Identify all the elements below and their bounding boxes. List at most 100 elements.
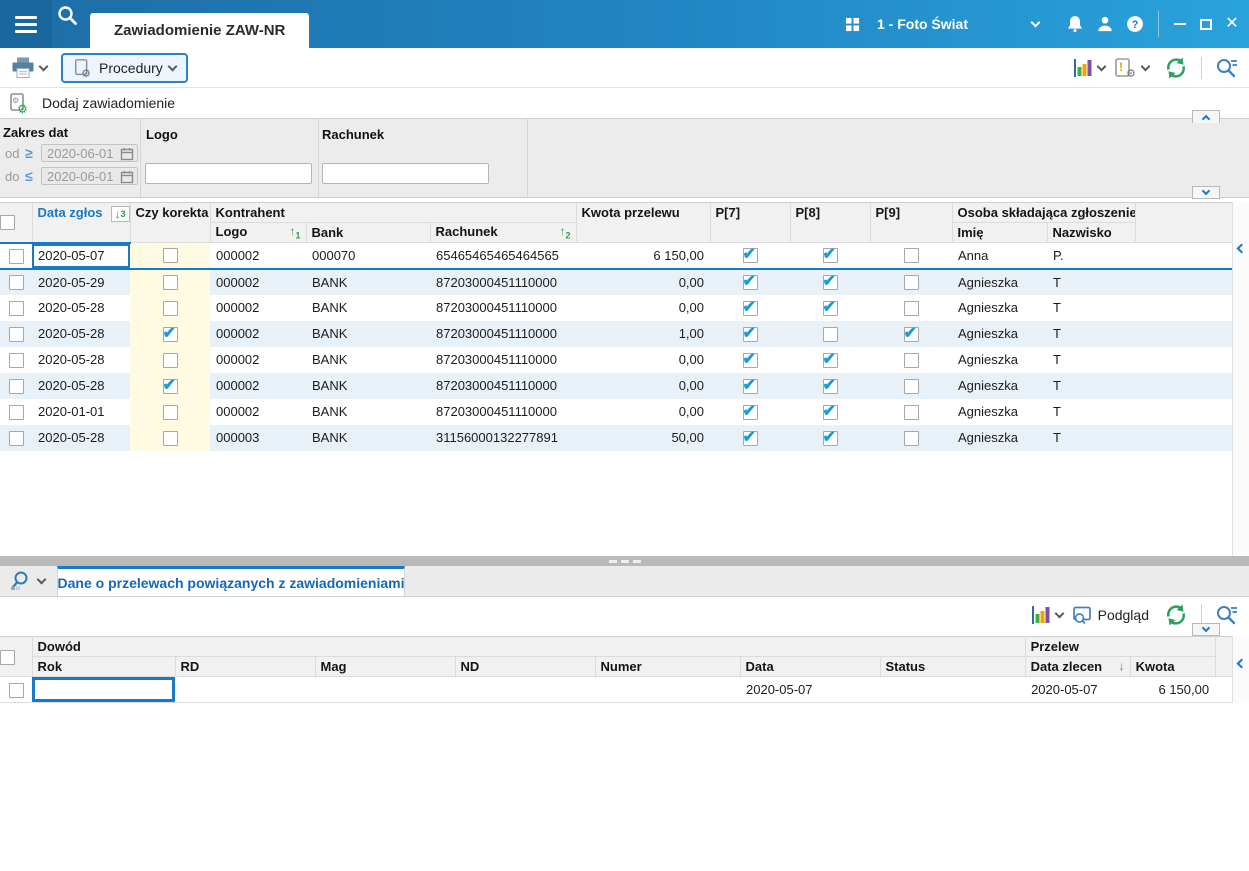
user-button[interactable] [1090, 9, 1120, 39]
cell-data-zglos[interactable]: 2020-05-29 [38, 274, 105, 290]
cell-data[interactable]: 2020-05-07 [740, 676, 880, 703]
cell-nazwisko[interactable]: T [1053, 352, 1061, 367]
cell-data-zglos[interactable]: 2020-05-28 [38, 430, 105, 445]
document-tab[interactable]: Zawiadomienie ZAW-NR [90, 13, 310, 48]
cell-rachunek[interactable]: 87203000451110000 [436, 352, 557, 367]
cell-imie[interactable]: Agnieszka [958, 326, 1018, 341]
cell-kwota[interactable]: 50,00 [671, 430, 704, 445]
cell-numer[interactable] [595, 676, 740, 703]
p7-checkbox[interactable] [742, 401, 758, 421]
p7-checkbox[interactable] [742, 375, 758, 395]
p8-checkbox[interactable] [822, 271, 838, 291]
p9-checkbox[interactable] [903, 248, 919, 264]
row-select-checkbox[interactable] [8, 352, 24, 368]
cell-mag[interactable] [315, 676, 455, 703]
preview-button[interactable]: Podgląd [1072, 605, 1149, 625]
maximize-button[interactable] [1193, 9, 1219, 39]
czy-korekta-checkbox[interactable] [162, 352, 178, 368]
cell-logo[interactable]: 000002 [216, 352, 260, 367]
row-select-checkbox[interactable] [8, 378, 24, 394]
table-row[interactable]: 2020-05-28 000003 BANK 31156000132277891… [0, 424, 1233, 451]
p8-checkbox[interactable] [822, 375, 838, 395]
calendar-icon[interactable] [120, 170, 134, 184]
cell-rachunek[interactable]: 87203000451110000 [436, 378, 557, 393]
cell-nazwisko[interactable]: P. [1047, 242, 1136, 270]
p7-checkbox[interactable] [742, 244, 758, 264]
p7-checkbox[interactable] [742, 427, 758, 447]
rachunek-filter-input[interactable] [322, 163, 489, 184]
p9-checkbox[interactable] [903, 300, 919, 316]
cell-logo[interactable]: 000003 [216, 430, 260, 445]
cell-nazwisko[interactable]: T [1053, 430, 1061, 445]
cell-logo[interactable]: 000002 [216, 378, 260, 393]
table-row[interactable]: 2020-05-28 000002 BANK 87203000451110000… [0, 346, 1232, 373]
collapse-filter-up-button[interactable] [1192, 110, 1220, 124]
cell-kwota[interactable]: 6 150,00 [576, 242, 710, 270]
cell-imie[interactable]: Agnieszka [958, 430, 1018, 445]
czy-korekta-checkbox[interactable] [162, 430, 178, 446]
cell-kwota[interactable]: 0,00 [678, 352, 704, 367]
col-header-rok[interactable]: Rok [32, 656, 176, 677]
search-filter-button[interactable] [1215, 604, 1239, 626]
table-row[interactable]: 2020-05-28 000002 BANK 87203000451110000… [0, 294, 1232, 321]
col-header-kwota[interactable]: Kwota [1130, 656, 1216, 677]
logo-filter-input[interactable] [145, 163, 312, 184]
cell-rachunek[interactable]: 87203000451110000 [436, 404, 557, 419]
cell-kwota[interactable]: 0,00 [678, 378, 704, 393]
p9-checkbox[interactable] [903, 352, 919, 368]
czy-korekta-checkbox[interactable] [162, 375, 178, 395]
cell-bank[interactable]: BANK [312, 300, 348, 315]
search-filter-button[interactable] [1215, 57, 1239, 79]
cell-logo[interactable]: 000002 [216, 274, 260, 290]
table-row[interactable]: 2020-01-01 000002 BANK 87203000451110000… [0, 398, 1232, 425]
refresh-button[interactable] [1164, 56, 1188, 80]
col-header-data[interactable]: Data [740, 656, 881, 677]
cell-kwota[interactable]: 0,00 [678, 274, 704, 290]
p8-checkbox[interactable] [822, 427, 838, 447]
col-header-p9[interactable]: P[9] [870, 202, 953, 243]
cell-imie[interactable]: Agnieszka [958, 300, 1018, 315]
cell-data-zglos[interactable]: 2020-05-07 [32, 241, 130, 270]
company-selector-chevron[interactable] [1020, 9, 1050, 39]
log-settings-button[interactable]: ! ⚙ [1114, 57, 1151, 79]
cell-data-zglos[interactable]: 2020-05-28 [38, 378, 105, 393]
col-header-p7[interactable]: P[7] [710, 202, 791, 243]
cell-imie[interactable]: Agnieszka [958, 378, 1018, 393]
close-button[interactable]: ✕ [1219, 9, 1245, 39]
czy-korekta-checkbox[interactable] [162, 300, 178, 316]
p8-checkbox[interactable] [822, 244, 838, 264]
calendar-icon[interactable] [120, 147, 134, 161]
cell-logo[interactable]: 000002 [216, 300, 260, 315]
p7-checkbox[interactable] [742, 349, 758, 369]
apps-grid-button[interactable] [837, 9, 867, 39]
menu-button[interactable] [0, 0, 52, 48]
col-header-logo[interactable]: Logo ↑1 [210, 222, 307, 243]
procedury-button[interactable]: ⚙ Procedury [61, 52, 188, 83]
collapse-filter-down-button[interactable] [1192, 186, 1220, 199]
row-select-checkbox[interactable] [8, 275, 24, 291]
row-select-checkbox[interactable] [8, 404, 24, 420]
p8-checkbox[interactable] [822, 401, 838, 421]
col-header-mag[interactable]: Mag [315, 656, 456, 677]
row-select-checkbox[interactable] [8, 682, 24, 698]
cell-nazwisko[interactable]: T [1053, 378, 1061, 393]
cell-nazwisko[interactable]: T [1053, 300, 1061, 315]
p9-checkbox[interactable] [903, 430, 919, 446]
table-row[interactable]: 2020-05-28 000002 BANK 87203000451110000… [0, 320, 1233, 347]
cell-imie[interactable]: Anna [952, 242, 1047, 270]
p7-checkbox[interactable] [742, 323, 758, 343]
minimize-button[interactable] [1167, 9, 1193, 39]
cell-rachunek[interactable]: 87203000451110000 [436, 300, 557, 315]
notifications-button[interactable] [1060, 9, 1090, 39]
col-header-nd[interactable]: ND [455, 656, 596, 677]
cell-bank[interactable]: BANK [312, 274, 348, 290]
cell-rd[interactable] [175, 676, 315, 703]
cell-status[interactable] [880, 676, 1026, 703]
col-header-data-zglos[interactable]: Data zgłos ↓ 3 [32, 202, 131, 243]
col-header-data-zlecenia[interactable]: Data zlecen ↓ [1025, 656, 1131, 677]
cell-imie[interactable]: Agnieszka [958, 274, 1018, 290]
czy-korekta-checkbox[interactable] [162, 323, 178, 343]
refresh-button[interactable] [1164, 603, 1188, 627]
col-header-numer[interactable]: Numer [595, 656, 741, 677]
add-notification-button[interactable]: ⚙ ⚙ Dodaj zawiadomienie [8, 92, 175, 114]
